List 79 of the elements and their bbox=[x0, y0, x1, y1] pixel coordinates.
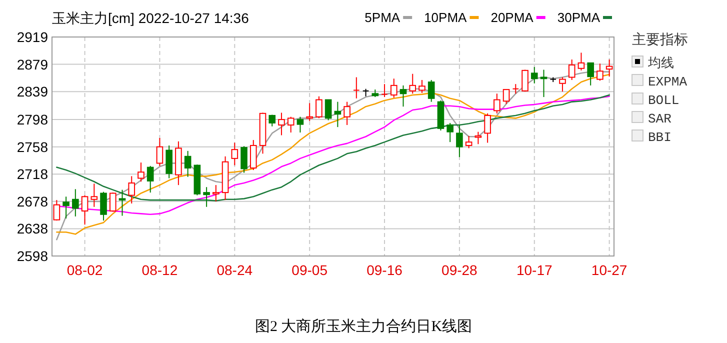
candlestick bbox=[62, 196, 70, 219]
text: EXPMA bbox=[648, 74, 688, 90]
candlestick bbox=[296, 116, 304, 134]
x-tick-label: 10-27 bbox=[591, 262, 628, 278]
text: SAR bbox=[648, 112, 672, 126]
candlestick bbox=[494, 93, 500, 114]
x-tick-label: 10-17 bbox=[516, 262, 552, 278]
candlestick bbox=[353, 76, 360, 99]
y-tick-label: 2678 bbox=[16, 193, 48, 210]
candlestick bbox=[587, 62, 594, 86]
x-tick-label: 08-02 bbox=[66, 262, 103, 278]
y-tick-label: 2598 bbox=[16, 248, 48, 264]
legend-label: 10PMA bbox=[424, 10, 468, 25]
y-tick-label: 2638 bbox=[16, 220, 48, 237]
candlestick bbox=[166, 144, 172, 179]
candlestick bbox=[522, 69, 528, 92]
candlestick bbox=[287, 116, 294, 134]
candlestick bbox=[109, 192, 116, 212]
candlestick bbox=[146, 165, 154, 194]
candlestick bbox=[138, 162, 144, 182]
legend-label: 20PMA bbox=[490, 10, 534, 25]
candlestick bbox=[240, 146, 248, 174]
candlestick bbox=[203, 186, 210, 208]
text: BOLL bbox=[648, 93, 680, 108]
candlestick bbox=[184, 150, 192, 178]
text: 均线 bbox=[647, 56, 674, 71]
candlestick bbox=[250, 140, 257, 171]
candlestick bbox=[118, 189, 126, 216]
candlestick bbox=[316, 96, 322, 119]
candlestick bbox=[512, 84, 520, 94]
candlestick bbox=[596, 63, 604, 82]
candlestick bbox=[81, 194, 88, 226]
candlestick bbox=[390, 78, 398, 98]
candlestick bbox=[90, 183, 98, 208]
candlestick bbox=[212, 184, 220, 202]
candlestick bbox=[53, 200, 60, 222]
candlestick bbox=[344, 101, 350, 126]
y-tick-label: 2798 bbox=[16, 112, 48, 128]
candlestick bbox=[559, 76, 566, 92]
candlestick bbox=[324, 99, 332, 121]
candlestick bbox=[72, 188, 79, 217]
candlestick bbox=[474, 131, 482, 145]
legend-label: 5PMA bbox=[364, 10, 400, 25]
y-tick-label: 2718 bbox=[16, 166, 48, 182]
candlestick bbox=[100, 191, 107, 222]
candlestick bbox=[465, 135, 472, 149]
candlestick bbox=[456, 124, 463, 158]
candlestick bbox=[418, 79, 426, 94]
candlestick bbox=[568, 59, 576, 80]
y-tick-label: 2919 bbox=[16, 29, 48, 45]
legend-label: 30PMA bbox=[557, 10, 600, 25]
candlestick bbox=[484, 112, 491, 144]
caption: 图2 大商所玉米主力合约日K线图 bbox=[254, 318, 472, 335]
x-tick-label: 09-28 bbox=[442, 262, 478, 278]
x-tick-label: 09-16 bbox=[366, 262, 403, 278]
chart-title: 玉米主力[cm] 2022-10-27 14:36 bbox=[52, 10, 250, 26]
candlestick bbox=[381, 84, 388, 98]
x-tick-label: 09-05 bbox=[292, 262, 328, 278]
candlestick bbox=[428, 79, 435, 102]
candlestick bbox=[156, 137, 164, 166]
candlestick bbox=[502, 89, 510, 104]
y-tick-label: 2758 bbox=[16, 138, 48, 155]
x-tick-label: 08-24 bbox=[216, 262, 253, 278]
candlestick bbox=[530, 66, 538, 84]
candlestick bbox=[306, 102, 313, 122]
x-tick-label: 08-12 bbox=[142, 262, 178, 278]
candlestick bbox=[578, 52, 585, 71]
candlestick bbox=[128, 176, 136, 204]
y-tick-label: 2839 bbox=[16, 84, 48, 100]
candlestick bbox=[446, 122, 454, 143]
candlestick bbox=[334, 101, 342, 128]
y-tick-label: 2879 bbox=[16, 56, 48, 72]
text: BBI bbox=[648, 130, 672, 145]
text: 主要指标 bbox=[632, 31, 688, 47]
candlestick bbox=[409, 73, 416, 94]
candlestick bbox=[278, 112, 285, 136]
candlestick bbox=[231, 142, 238, 166]
candlestick bbox=[400, 84, 407, 108]
candlestick bbox=[606, 59, 613, 78]
